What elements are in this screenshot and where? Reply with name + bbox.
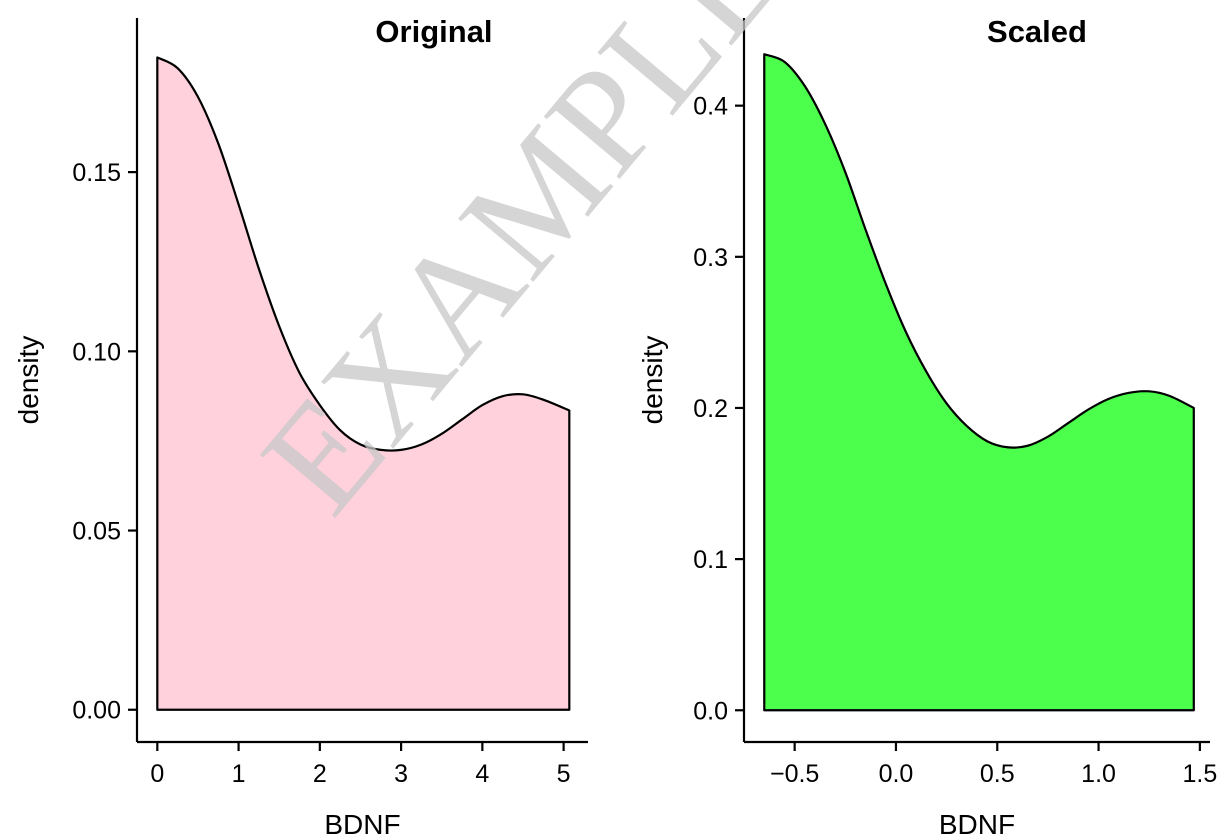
- x-tick-label: 4: [475, 760, 489, 788]
- x-axis-title: BDNF: [939, 809, 1015, 837]
- density-area-scaled: [763, 53, 1195, 712]
- x-axis-title: BDNF: [324, 809, 400, 837]
- panel-title: Scaled: [987, 14, 1087, 49]
- x-tick-label: 1.0: [1081, 760, 1116, 788]
- y-axis-title: density: [13, 336, 44, 425]
- y-tick-label: 0.15: [72, 159, 121, 187]
- y-tick-label: 0.0: [693, 697, 728, 725]
- x-tick-label: 1: [232, 760, 246, 788]
- x-tick-label: 0.5: [980, 760, 1015, 788]
- y-tick-label: 0.00: [72, 697, 121, 725]
- panel-original: 0 1 2 3 4 5 0.00 0.05 0.10 0.15 BDNF density Origina…: [13, 14, 588, 837]
- x-tick-label: 2: [313, 760, 327, 788]
- y-tick-label: 0.05: [72, 518, 121, 546]
- x-tick-label: 5: [557, 760, 571, 788]
- x-tick-label: 0: [150, 760, 164, 788]
- y-tick-label: 0.4: [693, 93, 728, 121]
- density-area-original: [156, 56, 571, 711]
- y-tick-label: 0.1: [693, 546, 728, 574]
- panel-title: Original: [375, 14, 492, 49]
- y-axis-title: density: [637, 336, 668, 425]
- x-tick-label: −0.5: [770, 760, 819, 788]
- x-tick-label: 0.0: [879, 760, 914, 788]
- panel-scaled: −0.5 0.0 0.5 1.0 1.5 0.0 0.1 0.2 0.3 0.4 BDNF densi…: [637, 14, 1217, 837]
- y-tick-label: 0.10: [72, 338, 121, 366]
- y-tick-label: 0.2: [693, 395, 728, 423]
- x-tick-label: 1.5: [1182, 760, 1217, 788]
- y-tick-label: 0.3: [693, 244, 728, 272]
- x-tick-label: 3: [394, 760, 408, 788]
